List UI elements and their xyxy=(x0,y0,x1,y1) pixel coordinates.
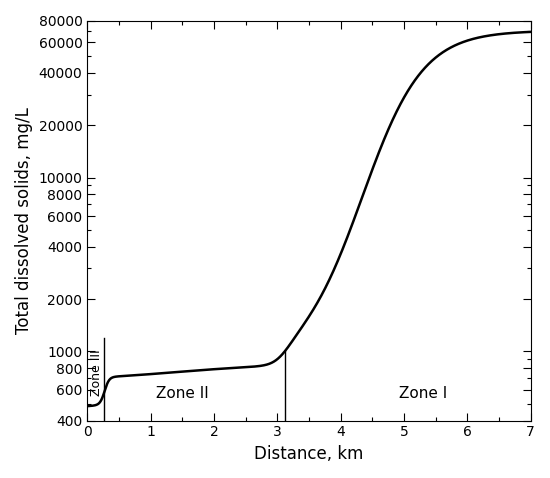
Y-axis label: Total dissolved solids, mg/L: Total dissolved solids, mg/L xyxy=(15,107,33,334)
Text: Zone I: Zone I xyxy=(399,386,447,402)
X-axis label: Distance, km: Distance, km xyxy=(254,445,364,463)
Text: Zone III: Zone III xyxy=(90,350,103,396)
Text: Zone II: Zone II xyxy=(156,386,208,402)
